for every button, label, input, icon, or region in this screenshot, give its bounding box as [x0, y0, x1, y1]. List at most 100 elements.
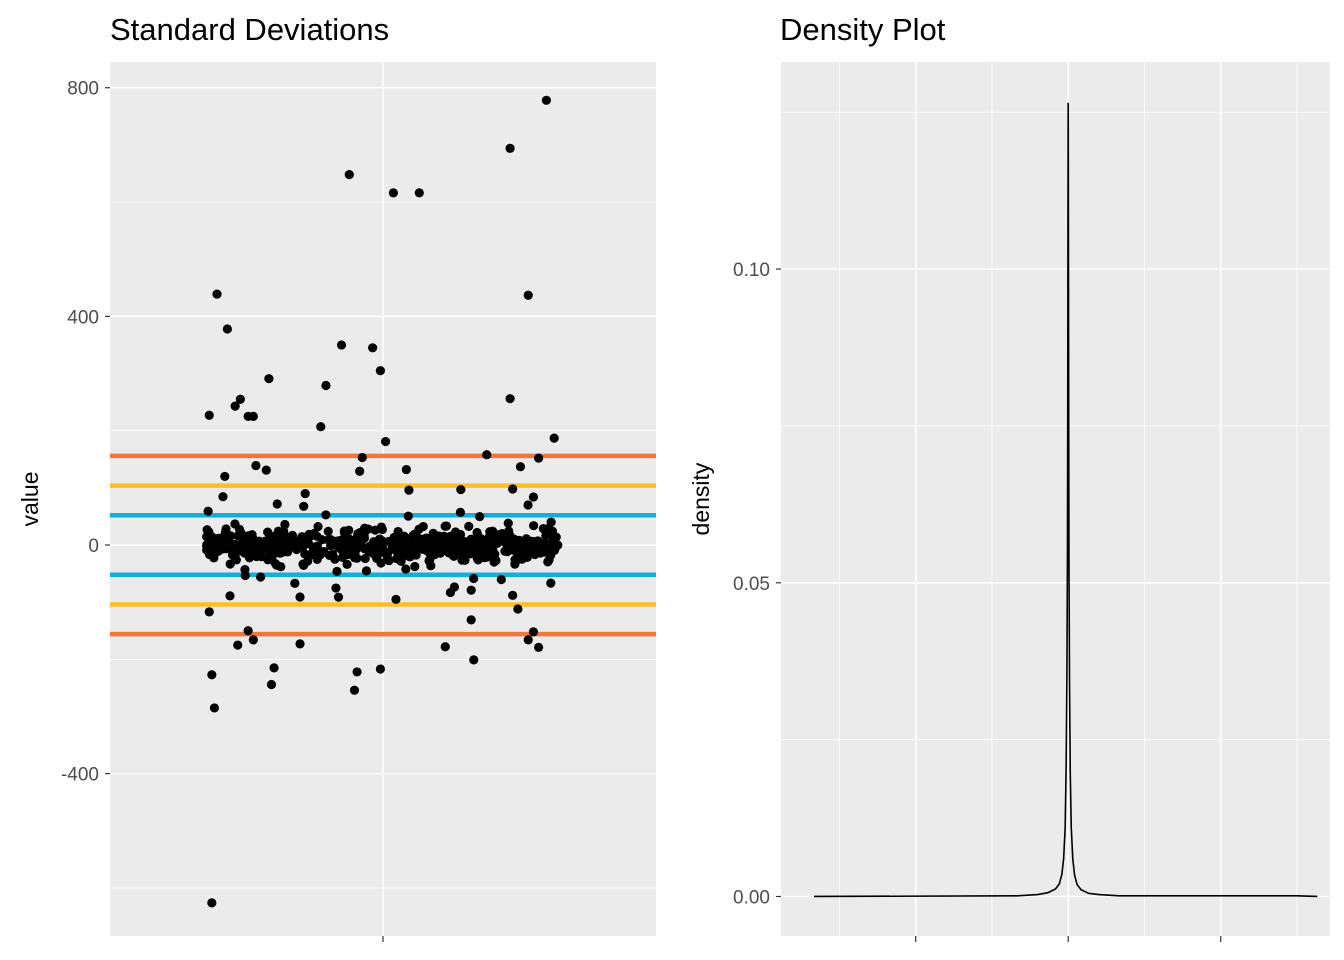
data-point: [396, 556, 406, 566]
data-point: [534, 453, 544, 463]
data-points: [202, 95, 563, 908]
data-point: [352, 667, 362, 677]
data-point: [505, 143, 515, 153]
data-point: [472, 553, 482, 563]
data-point: [352, 553, 362, 563]
data-point: [243, 626, 253, 636]
data-point: [300, 488, 310, 499]
data-point: [256, 552, 266, 562]
data-point: [455, 507, 466, 517]
data-point: [391, 594, 401, 604]
data-point: [460, 555, 470, 565]
data-point: [304, 539, 314, 549]
chart-title: Standard Deviations: [110, 12, 389, 47]
data-point: [295, 639, 305, 649]
data-point: [424, 556, 434, 566]
data-point: [312, 531, 322, 541]
data-point: [414, 188, 424, 198]
data-point: [316, 422, 326, 432]
data-point: [423, 540, 433, 551]
data-point: [476, 534, 486, 544]
data-point: [495, 529, 505, 539]
data-point: [269, 663, 279, 673]
data-point: [505, 394, 515, 404]
data-point: [406, 542, 416, 552]
data-point: [280, 545, 290, 555]
data-point: [290, 578, 300, 588]
data-point: [261, 465, 271, 475]
data-point: [465, 549, 475, 559]
y-axis-title: density: [688, 462, 714, 535]
data-point: [239, 531, 249, 541]
data-point: [300, 549, 310, 559]
data-point: [251, 460, 261, 471]
data-point: [502, 532, 513, 543]
data-point: [469, 655, 479, 665]
data-point: [447, 537, 457, 547]
data-point: [403, 511, 413, 521]
data-point: [466, 615, 476, 625]
density-line: [814, 102, 1318, 898]
data-point: [246, 538, 257, 548]
data-point: [214, 539, 224, 549]
data-point: [351, 544, 361, 554]
data-point: [439, 536, 449, 547]
data-point: [375, 366, 386, 376]
density-plot-panel: Density Plot 0.00 0.05 0.10 density: [688, 12, 1330, 942]
data-point: [508, 484, 518, 494]
data-point: [313, 522, 323, 532]
data-point: [515, 462, 526, 472]
data-point: [440, 521, 450, 531]
data-point: [203, 506, 213, 516]
plot-background: [781, 62, 1330, 936]
data-point: [522, 538, 532, 548]
data-point: [360, 553, 370, 564]
data-point: [393, 526, 403, 537]
y-tick-label: 400: [67, 307, 99, 328]
data-point: [349, 685, 360, 695]
data-point: [248, 635, 258, 645]
data-point: [523, 290, 533, 300]
data-point: [212, 289, 222, 299]
data-point: [468, 538, 478, 548]
data-point: [404, 485, 414, 495]
y-axis-title: value: [17, 472, 43, 527]
data-point: [372, 544, 382, 555]
data-point: [469, 573, 479, 584]
data-point: [549, 433, 559, 443]
data-point: [507, 542, 517, 552]
data-point: [326, 550, 336, 560]
data-point: [303, 556, 313, 566]
data-point: [377, 536, 387, 546]
data-point: [255, 572, 266, 582]
data-point: [482, 544, 492, 554]
data-point: [230, 542, 241, 552]
y-axis: -400 0 400 800: [61, 79, 384, 942]
data-point: [272, 499, 282, 509]
data-point: [247, 530, 257, 540]
data-point: [546, 578, 556, 588]
data-point: [321, 510, 331, 520]
data-point: [368, 343, 378, 353]
data-point: [204, 527, 214, 537]
data-point: [262, 537, 272, 548]
y-tick-label: 0: [88, 536, 99, 557]
data-point: [442, 544, 452, 555]
data-point: [220, 471, 230, 482]
data-point: [387, 542, 398, 552]
data-point: [513, 604, 523, 614]
data-point: [361, 566, 372, 576]
data-point: [440, 642, 450, 652]
data-point: [456, 484, 466, 495]
data-point: [209, 550, 219, 560]
data-point: [528, 492, 539, 502]
data-point: [466, 585, 476, 595]
data-point: [225, 559, 235, 569]
data-point: [401, 564, 411, 574]
data-point: [336, 340, 347, 350]
data-point: [333, 592, 344, 602]
data-point: [225, 591, 235, 601]
data-point: [445, 587, 456, 598]
chart-title: Density Plot: [780, 12, 946, 47]
data-point: [355, 466, 365, 476]
